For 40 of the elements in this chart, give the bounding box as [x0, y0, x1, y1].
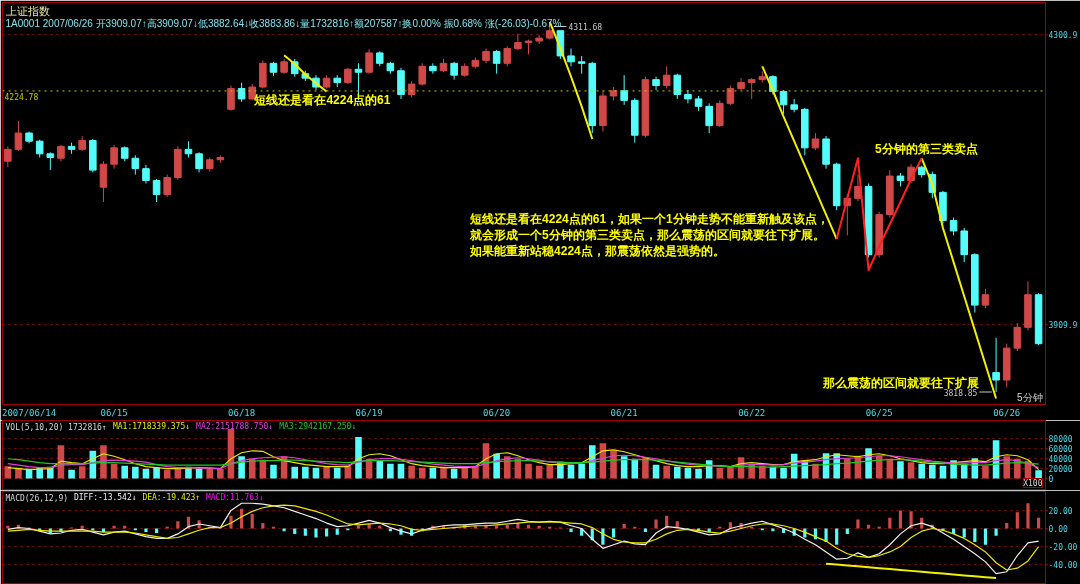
annotation: 就会形成一个5分钟的第三类卖点，那么震荡的区间就要往下扩展。: [469, 227, 825, 242]
ref-line-label: 4224.78: [4, 92, 39, 102]
chart-title: VOL(5,10,20) 1732816↑: [5, 422, 107, 432]
annotation: 3818.85: [943, 388, 978, 398]
annotation: MACD:11.763↓: [205, 492, 264, 502]
x-tick-label: 06/26: [993, 407, 1021, 418]
text: DEA:-19.423↑: [142, 492, 201, 502]
text: DIFF:-13.542↓: [73, 492, 137, 502]
annotation: 4311.68: [568, 22, 603, 32]
y-tick-label: 40000: [1048, 455, 1073, 465]
y-tick-label: 3909.9: [1048, 320, 1078, 330]
x-tick-label: 2007/06/14: [1, 407, 57, 418]
y-tick-label: 4300.9: [1048, 30, 1078, 40]
y-tick-label: 80000: [1048, 435, 1073, 445]
x-tick-label: 06/21: [610, 407, 638, 418]
y-tick-label: -40.00: [1048, 561, 1078, 571]
y-tick-label: 20.00: [1048, 506, 1073, 516]
annotation: 5分钟的第三类卖点: [874, 141, 978, 156]
chart-title: 上证指数: [5, 4, 50, 17]
annotation: 短线还是看在4224点的61，如果一个1分钟走势不能重新触及该点，: [469, 211, 829, 226]
text: 1A0001 2007/06/26 开3909.07↑高3909.07↓低3882.64↓收3883.86↓量1732816↑额207587↑换0.00% 振0.68% 涨(-26.03)-0.67%: [5, 17, 562, 29]
text: MA2:2151788.750↓: [196, 421, 274, 431]
y-tick-label: 0: [1048, 475, 1054, 485]
x-tick-label: 06/19: [355, 407, 383, 418]
x-tick-label: 06/22: [738, 407, 766, 418]
x-axis-title: 5分钟: [1016, 391, 1043, 403]
text: MA1:1718339.375↓: [112, 421, 191, 431]
text: MA3:2942167.250↓: [279, 421, 357, 431]
x-tick-label: 06/15: [100, 407, 128, 418]
y-tick-label: -20.00: [1048, 543, 1078, 553]
x-tick-label: 06/20: [483, 407, 511, 418]
annotation: 如果能重新站稳4224点，那震荡依然是强势的。: [469, 243, 725, 258]
chart-title: MACD(26,12,9): [5, 493, 69, 503]
y-tick-label: 20000: [1048, 465, 1073, 475]
y-tick-label: 0.00: [1048, 524, 1068, 534]
x-tick-label: 06/18: [228, 407, 256, 418]
annotation: 短线还是看在4224点的61: [253, 92, 391, 107]
y-axis-title: X100: [1023, 478, 1043, 488]
x-tick-label: 06/25: [865, 407, 893, 418]
y-tick-label: 60000: [1048, 445, 1073, 455]
